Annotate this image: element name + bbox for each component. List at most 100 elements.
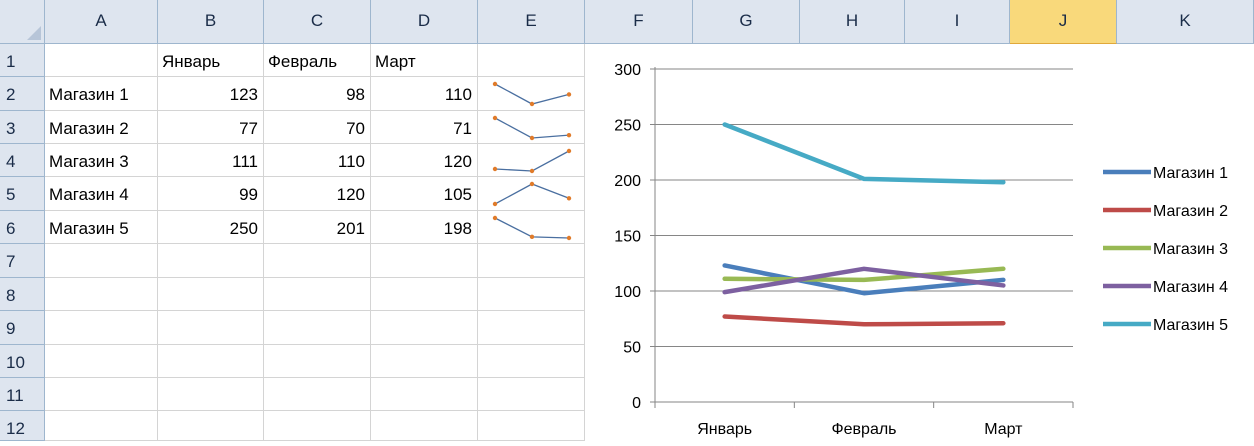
row-header-12[interactable]: 12 bbox=[0, 411, 45, 441]
select-all-corner[interactable] bbox=[0, 0, 45, 44]
y-tick-label: 200 bbox=[614, 173, 641, 190]
cell-b11[interactable] bbox=[158, 378, 264, 411]
row-header-6[interactable]: 6 bbox=[0, 211, 45, 244]
cell-c2[interactable]: 98 bbox=[264, 77, 371, 111]
row-header-2[interactable]: 2 bbox=[0, 77, 45, 111]
row-header-9[interactable]: 9 bbox=[0, 311, 45, 345]
cell-c11[interactable] bbox=[264, 378, 371, 411]
cell-b9[interactable] bbox=[158, 311, 264, 345]
sparkline-marker bbox=[492, 115, 498, 121]
sparkline-cell-e4[interactable] bbox=[478, 144, 585, 177]
cell-a8[interactable] bbox=[45, 278, 158, 311]
column-header-a[interactable]: A bbox=[45, 0, 158, 44]
column-header-e[interactable]: E bbox=[478, 0, 585, 44]
cell-d5[interactable]: 105 bbox=[371, 177, 478, 211]
cell-e11[interactable] bbox=[478, 378, 585, 411]
cell-c7[interactable] bbox=[264, 244, 371, 278]
cell-d3[interactable]: 71 bbox=[371, 111, 478, 144]
column-header-i[interactable]: I bbox=[905, 0, 1010, 44]
row-header-1[interactable]: 1 bbox=[0, 44, 45, 77]
cell-d4[interactable]: 120 bbox=[371, 144, 478, 177]
cell-a3[interactable]: Магазин 2 bbox=[45, 111, 158, 144]
y-tick-label: 0 bbox=[632, 395, 641, 412]
sparkline-marker bbox=[566, 132, 572, 138]
column-header-b[interactable]: B bbox=[158, 0, 264, 44]
sparkline bbox=[492, 148, 572, 174]
cell-e10[interactable] bbox=[478, 345, 585, 378]
cell-e12[interactable] bbox=[478, 411, 585, 441]
sparkline-marker bbox=[492, 81, 498, 87]
cell-b8[interactable] bbox=[158, 278, 264, 311]
cell-d7[interactable] bbox=[371, 244, 478, 278]
cell-a12[interactable] bbox=[45, 411, 158, 441]
cell-d9[interactable] bbox=[371, 311, 478, 345]
cell-d8[interactable] bbox=[371, 278, 478, 311]
column-header-g[interactable]: G bbox=[693, 0, 800, 44]
row-header-5[interactable]: 5 bbox=[0, 177, 45, 211]
legend-label-2: Магазин 2 bbox=[1153, 203, 1228, 220]
cell-c8[interactable] bbox=[264, 278, 371, 311]
y-tick-label: 300 bbox=[614, 62, 641, 79]
cell-b10[interactable] bbox=[158, 345, 264, 378]
line-chart[interactable]: 0 50 100 150 200 250 300 Январь Февраль Март Магаз… bbox=[585, 44, 1254, 441]
row-header-3[interactable]: 3 bbox=[0, 111, 45, 144]
cell-a6[interactable]: Магазин 5 bbox=[45, 211, 158, 244]
cell-d11[interactable] bbox=[371, 378, 478, 411]
cell-b12[interactable] bbox=[158, 411, 264, 441]
cell-d6[interactable]: 198 bbox=[371, 211, 478, 244]
cell-a11[interactable] bbox=[45, 378, 158, 411]
column-header-j[interactable]: J bbox=[1010, 0, 1117, 44]
cell-c4[interactable]: 110 bbox=[264, 144, 371, 177]
cell-b3[interactable]: 77 bbox=[158, 111, 264, 144]
cell-a5[interactable]: Магазин 4 bbox=[45, 177, 158, 211]
cell-d1[interactable]: Март bbox=[371, 44, 478, 77]
sparkline-line bbox=[494, 183, 570, 205]
row-header-8[interactable]: 8 bbox=[0, 278, 45, 311]
cell-b7[interactable] bbox=[158, 244, 264, 278]
cell-c10[interactable] bbox=[264, 345, 371, 378]
row-header-4[interactable]: 4 bbox=[0, 144, 45, 177]
cell-c9[interactable] bbox=[264, 311, 371, 345]
sparkline-cell-e2[interactable] bbox=[478, 77, 585, 111]
cell-c12[interactable] bbox=[264, 411, 371, 441]
cell-c6[interactable]: 201 bbox=[264, 211, 371, 244]
column-header-f[interactable]: F bbox=[585, 0, 693, 44]
cell-e8[interactable] bbox=[478, 278, 585, 311]
row-header-11[interactable]: 11 bbox=[0, 378, 45, 411]
cell-d12[interactable] bbox=[371, 411, 478, 441]
column-header-c[interactable]: C bbox=[264, 0, 371, 44]
sparkline-cell-e6[interactable] bbox=[478, 211, 585, 244]
cell-e9[interactable] bbox=[478, 311, 585, 345]
cell-c1[interactable]: Февраль bbox=[264, 44, 371, 77]
cell-a2[interactable]: Магазин 1 bbox=[45, 77, 158, 111]
sparkline-cell-e3[interactable] bbox=[478, 111, 585, 144]
sparkline-cell-e5[interactable] bbox=[478, 177, 585, 211]
cell-d10[interactable] bbox=[371, 345, 478, 378]
cell-b4[interactable]: 111 bbox=[158, 144, 264, 177]
cell-e1[interactable] bbox=[478, 44, 585, 77]
column-header-k[interactable]: K bbox=[1117, 0, 1254, 44]
cell-e7[interactable] bbox=[478, 244, 585, 278]
cell-a1[interactable] bbox=[45, 44, 158, 77]
cell-a7[interactable] bbox=[45, 244, 158, 278]
row-header-7[interactable]: 7 bbox=[0, 244, 45, 278]
cell-c5[interactable]: 120 bbox=[264, 177, 371, 211]
cell-b2[interactable]: 123 bbox=[158, 77, 264, 111]
cell-b5[interactable]: 99 bbox=[158, 177, 264, 211]
column-header-h[interactable]: H bbox=[800, 0, 905, 44]
cell-a10[interactable] bbox=[45, 345, 158, 378]
cell-d2[interactable]: 110 bbox=[371, 77, 478, 111]
cell-a4[interactable]: Магазин 3 bbox=[45, 144, 158, 177]
column-header-d[interactable]: D bbox=[371, 0, 478, 44]
cell-c3[interactable]: 70 bbox=[264, 111, 371, 144]
sparkline-marker bbox=[529, 101, 535, 107]
cell-b1[interactable]: Январь bbox=[158, 44, 264, 77]
legend-label-3: Магазин 3 bbox=[1153, 241, 1228, 258]
sparkline-marker bbox=[492, 201, 498, 207]
cell-a9[interactable] bbox=[45, 311, 158, 345]
sparkline-line bbox=[494, 150, 570, 172]
row-header-10[interactable]: 10 bbox=[0, 345, 45, 378]
cell-b6[interactable]: 250 bbox=[158, 211, 264, 244]
sparkline bbox=[492, 181, 572, 207]
